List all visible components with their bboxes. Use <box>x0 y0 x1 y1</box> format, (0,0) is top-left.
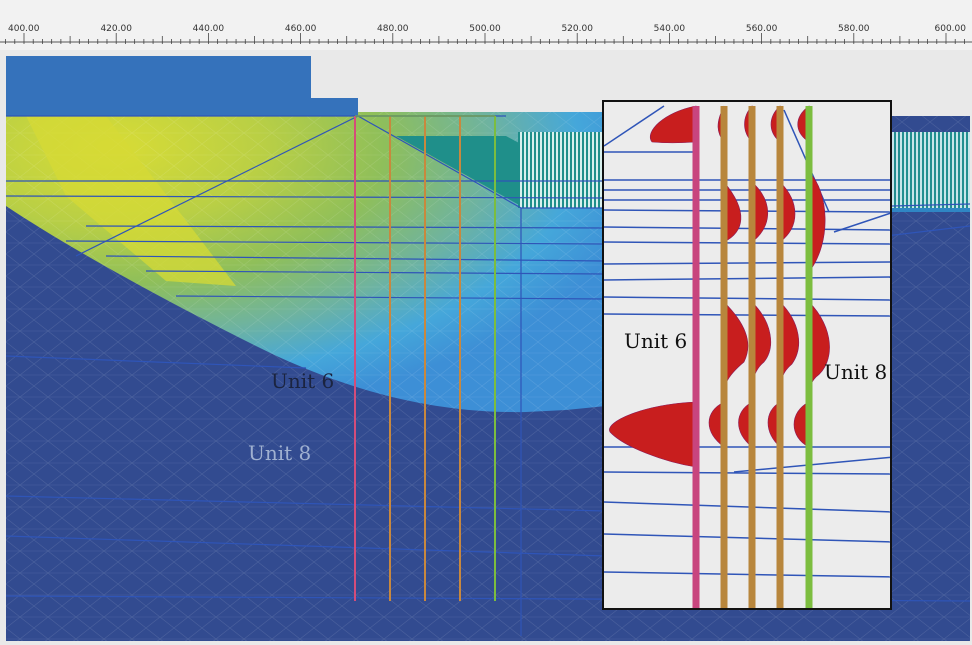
inset-unit-6-label: Unit 6 <box>624 329 688 353</box>
ruler-tick-label: 500.00 <box>469 24 501 34</box>
embankment-block <box>6 56 358 116</box>
inset-unit-8-label: Unit 8 <box>824 360 888 384</box>
ruler-tick-label: 420.00 <box>100 24 132 34</box>
horizontal-ruler: 400.00 420.00 440.00 460.00 480.00 500.00 520.… <box>0 0 972 50</box>
inclinometer-inset-panel: Unit 6 <box>602 100 892 610</box>
ruler-tick-label: 400.00 <box>8 24 40 34</box>
model-canvas[interactable]: Unit 6 Unit 8 <box>6 56 970 641</box>
ruler-tick-label: 560.00 <box>746 24 778 34</box>
ruler-ticks: 400.00 420.00 440.00 460.00 480.00 500.00 520.… <box>0 24 972 44</box>
ruler-tick-label: 580.00 <box>838 24 870 34</box>
ruler-tick-label: 600.00 <box>935 24 967 34</box>
unit-8-label: Unit 8 <box>248 441 312 465</box>
inset-displacement-plot <box>604 105 890 608</box>
ruler-tick-label: 540.00 <box>654 24 686 34</box>
unit-6-label: Unit 6 <box>271 369 335 393</box>
ruler-tick-label: 520.00 <box>561 24 593 34</box>
ruler-tick-label: 460.00 <box>285 24 317 34</box>
ruler-tick-label: 440.00 <box>193 24 225 34</box>
ruler-tick-label: 480.00 <box>377 24 409 34</box>
